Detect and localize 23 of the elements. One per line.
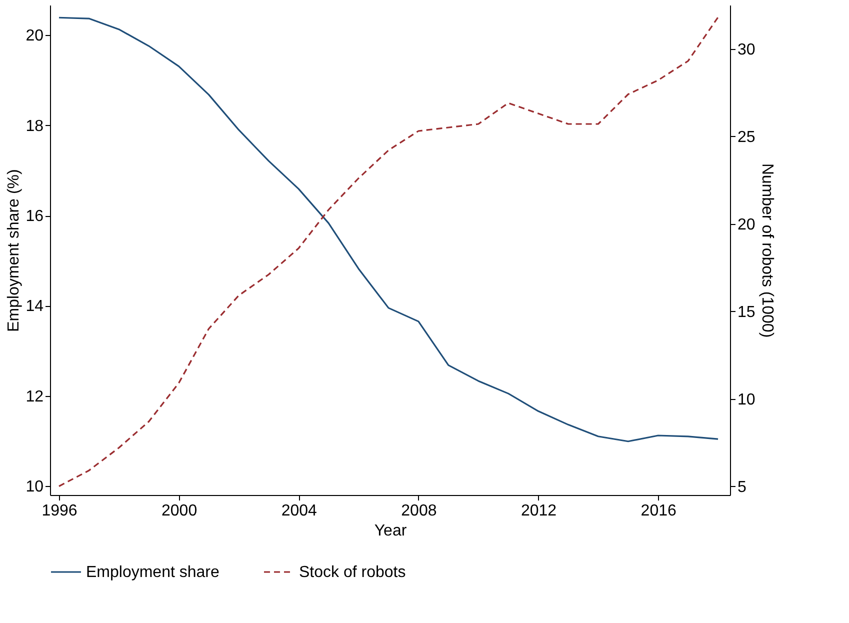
x-tick-label: 2016 <box>640 502 677 520</box>
y2-tick-label: 10 <box>738 391 756 408</box>
y-axis-title: Employment share (%) <box>6 169 23 332</box>
x-tick-label: 2004 <box>281 502 318 520</box>
x-axis-title: Year <box>374 522 408 540</box>
y-tick-label: 12 <box>26 388 44 406</box>
x-tick-label: 1996 <box>42 502 78 520</box>
legend-label: Stock of robots <box>299 564 406 581</box>
y2-tick-label: 30 <box>738 41 756 58</box>
legend-label: Employment share <box>86 564 220 581</box>
y2-tick-label: 25 <box>738 128 756 146</box>
x-tick-label: 2008 <box>401 502 437 520</box>
y-tick-label: 16 <box>26 208 44 226</box>
y-tick-label: 18 <box>26 118 44 135</box>
y-tick-label: 10 <box>26 478 44 496</box>
x-tick-label: 2000 <box>162 502 198 520</box>
y-tick-label: 20 <box>26 28 44 45</box>
y2-tick-label: 15 <box>738 304 756 321</box>
y2-tick-label: 20 <box>738 216 756 234</box>
y2-axis-title: Number of robots (1000) <box>758 163 776 338</box>
y-tick-label: 14 <box>26 298 44 316</box>
y2-tick-label: 5 <box>738 478 746 496</box>
x-tick-label: 2012 <box>520 502 557 520</box>
